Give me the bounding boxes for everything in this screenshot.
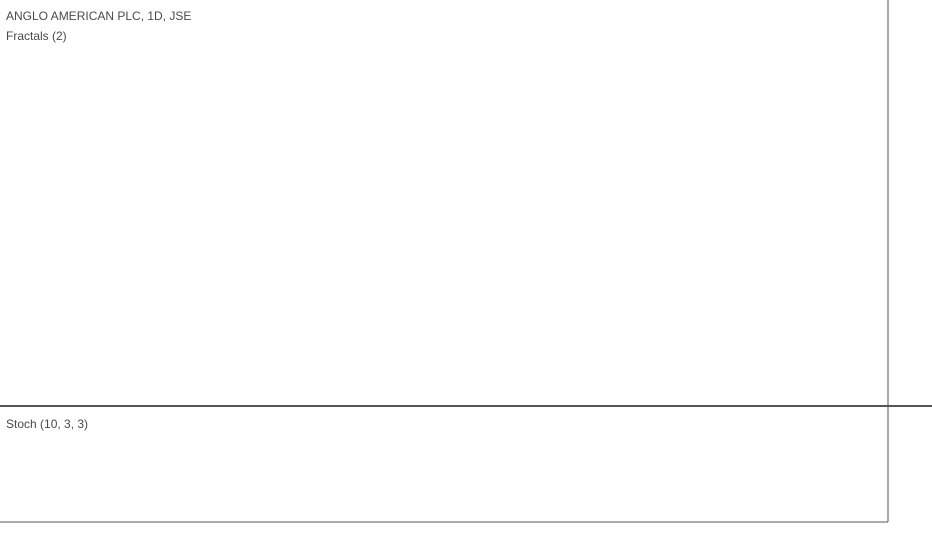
stoch-label: Stoch (10, 3, 3)	[6, 417, 88, 431]
chart-title: ANGLO AMERICAN PLC, 1D, JSE	[6, 9, 191, 23]
indicator-label: Fractals (2)	[6, 29, 67, 43]
